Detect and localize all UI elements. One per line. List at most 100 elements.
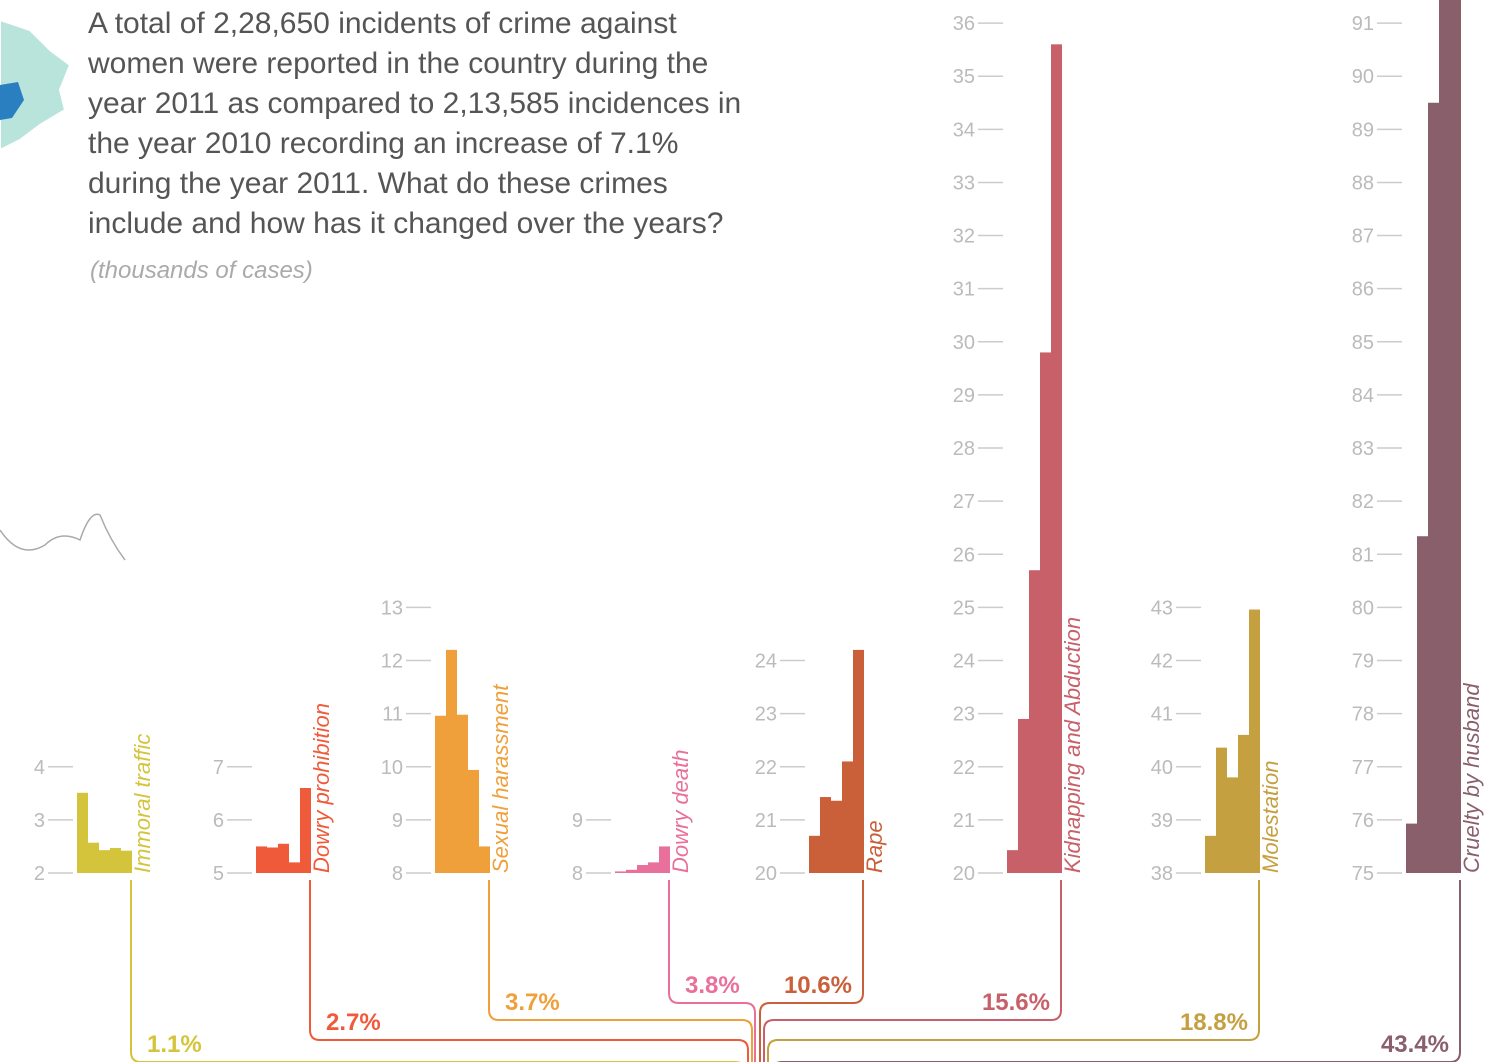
y-tick-label: 10 [381,757,403,779]
y-tick-label: 5 [213,863,224,885]
y-tick-label: 20 [953,863,975,885]
y-tick-label: 34 [953,119,975,141]
bar [99,850,110,873]
y-tick-label: 24 [953,651,975,673]
bar [267,847,278,873]
series-name: Rape [862,820,887,873]
bar [820,797,831,873]
y-tick-label: 43 [1151,597,1173,619]
bar [1216,747,1227,873]
connector [668,880,756,1062]
y-tick-label: 6 [213,810,224,832]
bar [1439,0,1450,873]
y-tick-label: 36 [953,13,975,35]
bar [1227,777,1238,873]
bar [88,842,99,873]
connector [488,880,753,1062]
y-tick-label: 8 [572,863,583,885]
y-tick-label: 23 [755,704,777,726]
y-tick-label: 84 [1352,385,1374,407]
bar [648,862,659,873]
bar [853,649,864,873]
bar [809,835,820,873]
y-tick-label: 76 [1352,810,1374,832]
bar [435,715,446,873]
share-label: 2.7% [326,1009,381,1036]
bar [1029,570,1040,873]
y-tick-label: 11 [382,704,403,726]
y-tick-label: 41 [1151,704,1173,726]
connector [771,880,1461,1062]
bar [615,871,626,873]
intro-line: include and how has it changed over the … [88,207,723,240]
series-name: Dowry death [668,749,693,873]
share-label: 15.6% [982,989,1050,1016]
y-tick-label: 24 [755,651,777,673]
y-tick-label: 77 [1352,757,1374,779]
y-tick-label: 33 [953,172,975,194]
y-tick-label: 3 [34,810,45,832]
bar [1040,352,1051,873]
intro-line: women were reported in the country durin… [87,47,708,80]
share-label: 3.8% [685,972,740,999]
bar [1417,536,1428,873]
bar [1249,609,1260,873]
bar [1450,0,1461,873]
y-tick-label: 13 [381,597,403,619]
connector [763,880,1062,1062]
y-tick-label: 31 [953,279,975,301]
y-tick-label: 23 [953,704,975,726]
y-tick-label: 87 [1352,226,1374,248]
series-name: Cruelty by husband [1459,683,1484,873]
series-name: Immoral traffic [130,734,155,873]
intro-line: the year 2010 recording an increase of 7… [88,127,678,160]
y-tick-label: 28 [953,438,975,460]
y-tick-label: 78 [1352,704,1374,726]
bar [121,850,132,873]
y-tick-label: 85 [1352,332,1374,354]
unit-note: (thousands of cases) [90,257,313,284]
y-tick-label: 86 [1352,279,1374,301]
y-tick-label: 30 [953,332,975,354]
share-label: 10.6% [784,972,852,999]
connector [309,880,749,1062]
y-tick-label: 42 [1151,651,1173,673]
y-tick-label: 91 [1352,13,1374,35]
bar [1205,835,1216,873]
share-label: 1.1% [147,1031,202,1058]
y-tick-label: 21 [953,810,975,832]
connector [767,880,1260,1062]
share-label: 43.4% [1381,1031,1449,1058]
y-tick-label: 9 [392,810,403,832]
y-tick-label: 88 [1352,172,1374,194]
bar [1018,718,1029,873]
bar [278,843,289,873]
y-tick-label: 90 [1352,66,1374,88]
y-tick-label: 7 [213,757,224,779]
y-tick-label: 40 [1151,757,1173,779]
share-label: 18.8% [1180,1009,1248,1036]
bar [842,761,853,873]
connector [759,880,864,1062]
bar [637,865,648,873]
series-name: Kidnapping and Abduction [1060,617,1085,873]
y-tick-label: 82 [1352,491,1374,513]
intro-line: year 2011 as compared to 2,13,585 incide… [88,87,741,120]
y-tick-label: 27 [953,491,975,513]
share-label: 3.7% [505,989,560,1016]
bar [110,848,121,873]
bar [468,769,479,873]
y-tick-label: 12 [381,651,403,673]
bar [300,788,311,873]
bar [1007,850,1018,873]
y-tick-label: 26 [953,544,975,566]
series-name: Dowry prohibition [309,703,334,873]
bar [77,792,88,873]
bar [457,714,468,873]
intro-line: during the year 2011. What do these crim… [88,167,668,200]
bar [626,869,637,873]
y-tick-label: 29 [953,385,975,407]
y-tick-label: 32 [953,226,975,248]
